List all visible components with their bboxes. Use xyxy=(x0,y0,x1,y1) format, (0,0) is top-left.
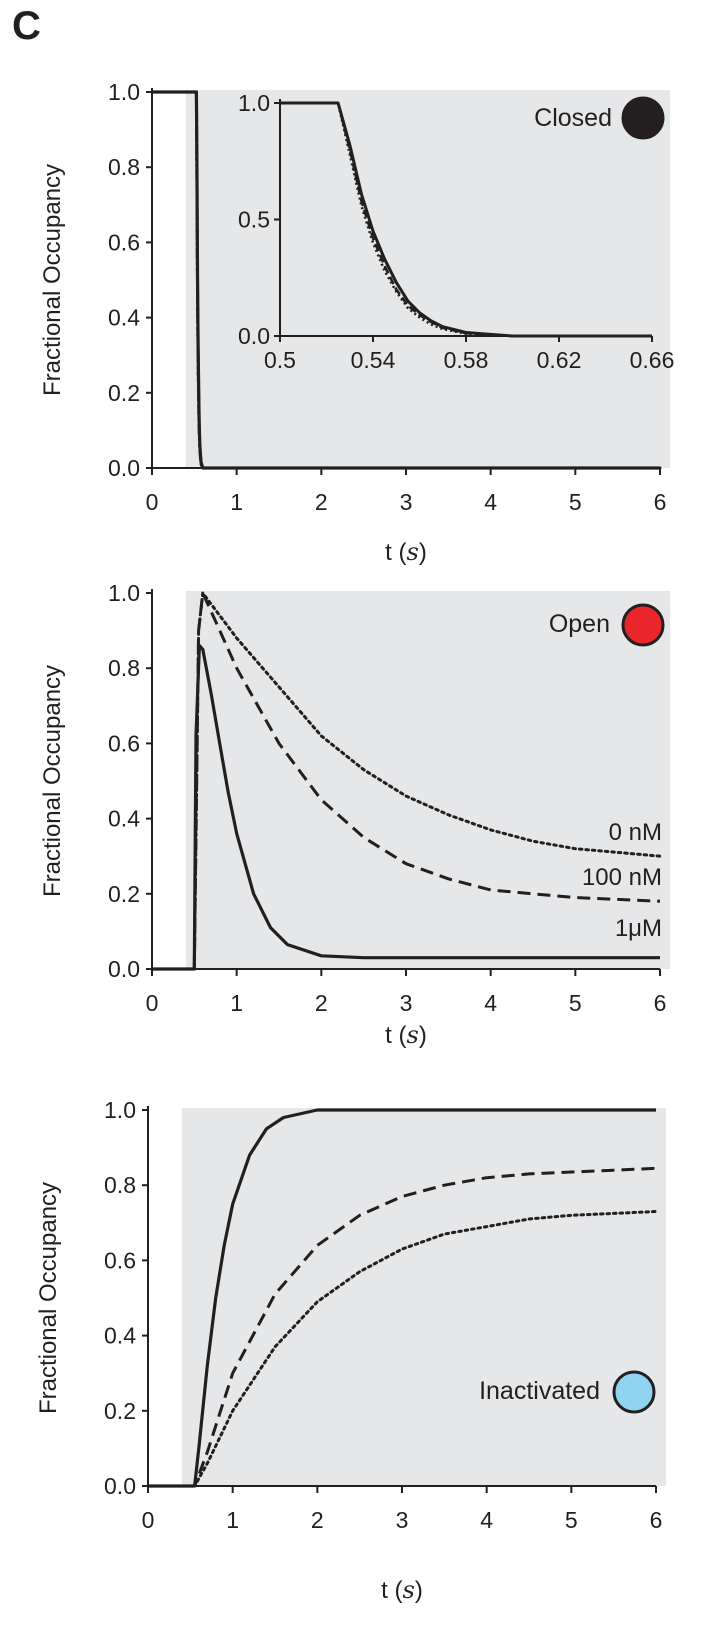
y-tick-label: 1.0 xyxy=(108,580,140,606)
x-tick-label: 0 xyxy=(146,990,159,1016)
y-tick-label: 0.4 xyxy=(104,1323,136,1349)
x-axis-title-unit: s xyxy=(407,1021,419,1049)
y-tick-label: 0.2 xyxy=(108,380,140,406)
x-axis-title: t (s) xyxy=(385,538,427,566)
series-label: 0 nM xyxy=(609,819,662,846)
shaded-stimulus-region xyxy=(185,90,670,468)
x-axis-title: t (s) xyxy=(381,1576,423,1604)
x-tick-label: 4 xyxy=(480,1507,493,1533)
series-line-dashed xyxy=(152,591,661,971)
x-tick-label: 3 xyxy=(400,489,413,515)
x-axis-title: t (s) xyxy=(385,1021,427,1049)
inset-y-tick-label: 0.0 xyxy=(238,323,270,349)
series-line-dotted xyxy=(150,591,662,971)
y-tick-label: 0.6 xyxy=(108,229,140,255)
state-marker-icon xyxy=(621,603,665,647)
x-tick-label: 4 xyxy=(484,489,497,515)
y-tick-label: 0.8 xyxy=(108,655,140,681)
x-axis-title-open-paren: ( xyxy=(388,1577,403,1604)
x-axis-title-unit: s xyxy=(407,538,419,566)
state-marker-icon xyxy=(621,96,665,140)
series-line-solid xyxy=(152,90,660,470)
x-tick-label: 5 xyxy=(569,990,582,1016)
closed-chart: 0.0 0.2 0.4 0.6 0.8 1.0 0 1 2 3 4 5 6 Fractional Occu… xyxy=(39,79,674,566)
x-axis-title-close-paren: ) xyxy=(419,1022,427,1049)
inset-x-tick-label: 0.62 xyxy=(537,347,582,373)
shaded-stimulus-region xyxy=(185,591,670,969)
inset-plot: 0.00.51.00.5 0.54 0.58 0.62 0.66 xyxy=(238,90,674,373)
x-axis-title-var: t xyxy=(381,1577,388,1604)
x-tick-label: 0 xyxy=(142,1507,155,1533)
panel-label: C xyxy=(12,4,41,48)
x-tick-label: 6 xyxy=(650,1507,663,1533)
x-tick-label: 5 xyxy=(569,489,582,515)
y-tick-label: 0.2 xyxy=(104,1398,136,1424)
y-tick-label: 1.0 xyxy=(108,79,140,105)
x-tick-label: 1 xyxy=(230,990,243,1016)
inset-x-tick-label: 0.54 xyxy=(351,347,396,373)
inset-x-tick-label: 0.5 xyxy=(264,347,296,373)
y-tick-label: 1.0 xyxy=(104,1097,136,1123)
y-axis-title: Fractional Occupancy xyxy=(39,164,66,396)
series-label: 100 nM xyxy=(582,864,662,891)
x-axis-title-var: t xyxy=(385,539,392,566)
x-axis-title-open-paren: ( xyxy=(392,1022,407,1049)
y-axis-title: Fractional Occupancy xyxy=(35,1182,62,1414)
y-tick-label: 0.4 xyxy=(108,305,140,331)
x-tick-label: 4 xyxy=(484,990,497,1016)
inset-x-tick-label: 0.66 xyxy=(630,347,675,373)
series-label: 1μM xyxy=(615,915,662,942)
x-tick-label: 2 xyxy=(311,1507,324,1533)
series-line-solid xyxy=(152,644,660,971)
x-tick-label: 2 xyxy=(315,489,328,515)
series-line-dotted xyxy=(146,1210,658,1488)
y-axis-title: Fractional Occupancy xyxy=(39,665,66,897)
x-axis-title-unit: s xyxy=(403,1576,415,1604)
x-axis-title-close-paren: ) xyxy=(415,1577,423,1604)
legend-label: Inactivated xyxy=(479,1377,600,1405)
y-tick-label: 0.6 xyxy=(108,730,140,756)
open-chart: 0.0 0.2 0.4 0.6 0.8 1.0 0 1 2 3 4 5 6 Fractional Occu… xyxy=(39,580,670,1049)
y-tick-label: 0.0 xyxy=(104,1473,136,1499)
x-axis-title-close-paren: ) xyxy=(419,539,427,566)
legend-label: Closed xyxy=(534,104,612,132)
inset-series-line-solid xyxy=(280,101,652,338)
y-tick-label: 0.6 xyxy=(104,1247,136,1273)
series-line-solid xyxy=(148,1108,656,1488)
inset-x-tick-label: 0.58 xyxy=(444,347,489,373)
inactivated-chart: 0.0 0.2 0.4 0.6 0.8 1.0 0 1 2 3 4 5 6 Fractional Occu… xyxy=(35,1097,666,1604)
inset-series-line-dotted xyxy=(280,101,652,338)
x-tick-label: 1 xyxy=(226,1507,239,1533)
legend-label: Open xyxy=(549,610,610,638)
y-tick-label: 0.8 xyxy=(108,154,140,180)
inset-y-tick-label: 1.0 xyxy=(238,90,270,116)
inset-y-tick-label: 0.5 xyxy=(238,207,270,233)
y-tick-label: 0.2 xyxy=(108,881,140,907)
shaded-stimulus-region xyxy=(181,1108,666,1486)
x-axis-title-open-paren: ( xyxy=(392,539,407,566)
x-tick-label: 6 xyxy=(654,489,667,515)
y-tick-label: 0.0 xyxy=(108,455,140,481)
x-tick-label: 5 xyxy=(565,1507,578,1533)
y-tick-label: 0.0 xyxy=(108,956,140,982)
state-marker-icon xyxy=(612,1370,656,1414)
series-line-dashed xyxy=(148,1166,657,1488)
x-tick-label: 2 xyxy=(315,990,328,1016)
y-tick-label: 0.8 xyxy=(104,1172,136,1198)
x-tick-label: 1 xyxy=(230,489,243,515)
x-tick-label: 3 xyxy=(396,1507,409,1533)
x-tick-label: 6 xyxy=(654,990,667,1016)
x-axis-title-var: t xyxy=(385,1022,392,1049)
x-tick-label: 0 xyxy=(146,489,159,515)
y-tick-label: 0.4 xyxy=(108,806,140,832)
x-tick-label: 3 xyxy=(400,990,413,1016)
